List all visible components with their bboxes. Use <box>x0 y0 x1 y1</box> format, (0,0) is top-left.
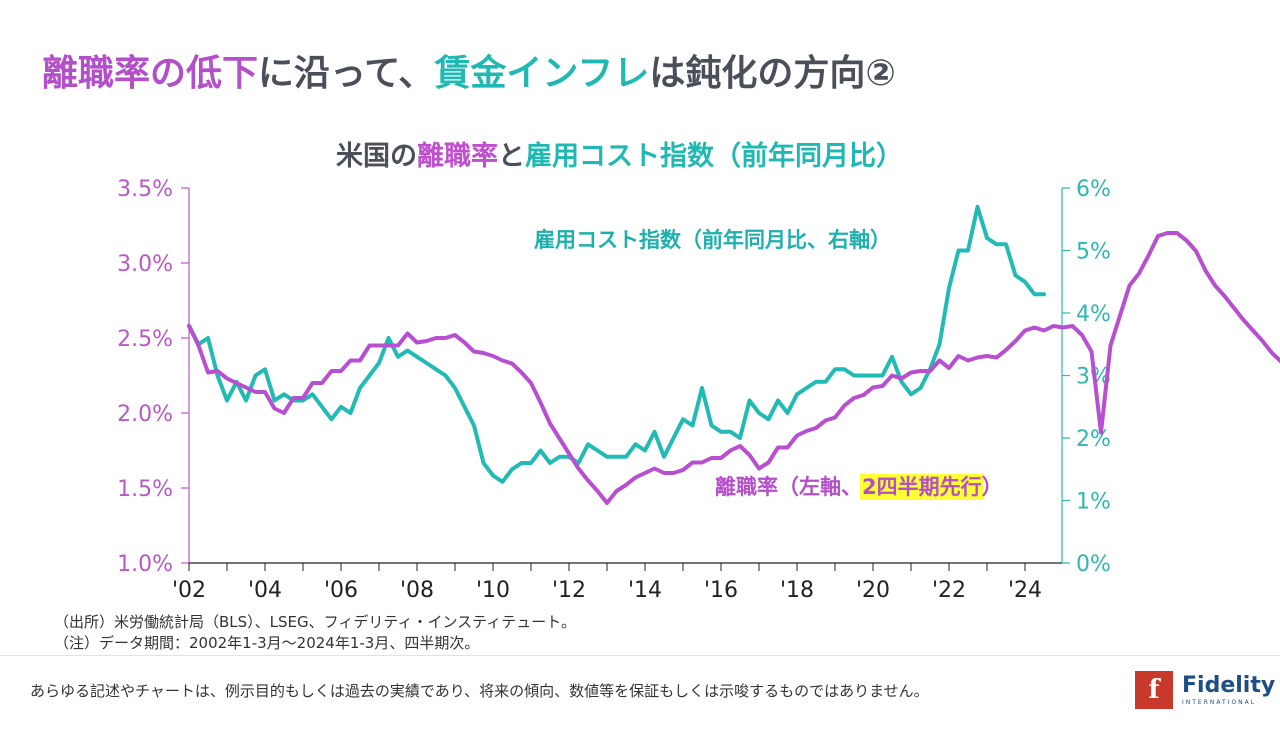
chart-title-part-4: 雇用コスト指数（前年同月比） <box>525 141 903 172</box>
x-tick-label: '22 <box>932 578 966 603</box>
separation-series-label: 離職率（左軸、2四半期先行） <box>715 475 1003 499</box>
x-tick-label: '10 <box>476 578 510 603</box>
y-right-tick-label: 2% <box>1076 427 1111 452</box>
logo-name: Fidelity <box>1182 672 1276 698</box>
fidelity-logo: f Fidelity INTERNATIONAL <box>1135 671 1275 709</box>
logo-subtitle: INTERNATIONAL <box>1182 698 1257 706</box>
title-part-4: は鈍化の方向② <box>649 53 896 94</box>
chart-title-part-3: と <box>498 141 525 172</box>
y-right-tick-label: 5% <box>1076 240 1111 265</box>
y-right-tick-label: 0% <box>1076 552 1111 577</box>
eci-line <box>187 204 1046 484</box>
y-left-tick-label: 3.5% <box>117 177 173 202</box>
series-layer <box>187 204 1280 505</box>
y-left-tick-label: 3.0% <box>117 252 173 277</box>
x-tick-label: '14 <box>628 578 662 603</box>
x-tick-label: '20 <box>856 578 890 603</box>
highlight-box <box>860 474 984 500</box>
x-tick-label: '08 <box>400 578 434 603</box>
y-right-tick-label: 6% <box>1076 177 1111 202</box>
eci-series-label: 雇用コスト指数（前年同月比、右軸） <box>534 228 891 252</box>
y-left-tick-label: 1.5% <box>117 477 173 502</box>
y-left-tick-label: 1.0% <box>117 552 173 577</box>
page-title: 離職率の低下に沿って、賃金インフレは鈍化の方向② <box>42 44 896 96</box>
data-period-note: （注）データ期間：2002年1-3月～2024年1-3月、四半期次。 <box>54 634 480 652</box>
separation-label-end: ） <box>982 475 1003 499</box>
chart-title-part-1: 米国の <box>336 141 417 172</box>
x-tick-label: '12 <box>552 578 586 603</box>
title-part-2: に沿って、 <box>258 53 435 94</box>
y-axis-right: 0%1%2%3%4%5%6% <box>1061 177 1111 577</box>
separation-rate-line <box>187 231 1280 505</box>
footer-divider <box>0 655 1280 656</box>
x-tick-label: '18 <box>780 578 814 603</box>
chart-title-part-2: 離職率 <box>417 141 498 172</box>
y-left-tick-label: 2.0% <box>117 402 173 427</box>
x-tick-label: '24 <box>1008 578 1042 603</box>
y-right-tick-label: 4% <box>1076 302 1111 327</box>
separation-label-main: 離職率（左軸、 <box>715 475 862 499</box>
disclaimer: あらゆる記述やチャートは、例示目的もしくは過去の実績であり、将来の傾向、数値等を… <box>30 682 929 700</box>
title-part-3: 賃金インフレ <box>434 53 650 94</box>
y-left-tick-label: 2.5% <box>117 327 173 352</box>
x-tick-label: '04 <box>248 578 282 603</box>
y-right-tick-label: 1% <box>1076 490 1111 515</box>
chart: 1.0%1.5%2.0%2.5%3.0%3.5% 0%1%2%3%4%5%6% … <box>117 177 1280 603</box>
chart-title: 米国の離職率と雇用コスト指数（前年同月比） <box>336 134 903 173</box>
footnotes: （出所）米労働統計局（BLS）、LSEG、フィデリティ・インスティテュート。 （… <box>54 612 576 654</box>
title-part-1: 離職率の低下 <box>42 53 259 94</box>
x-tick-label: '02 <box>172 578 206 603</box>
x-tick-label: '16 <box>704 578 738 603</box>
fidelity-mark-icon: f <box>1135 671 1173 709</box>
y-axis-left: 1.0% 1.5% 2.0% 2.5% 3.0% 3.5% <box>117 177 190 577</box>
x-axis: '02 '04 '06 '08 '10 '12 '14 '16 '18 '20 '22 '24 <box>172 562 1062 603</box>
source-note: （出所）米労働統計局（BLS）、LSEG、フィデリティ・インスティテュート。 <box>54 613 576 631</box>
x-tick-label: '06 <box>324 578 358 603</box>
separation-label-highlight: 2四半期先行 <box>862 475 982 499</box>
